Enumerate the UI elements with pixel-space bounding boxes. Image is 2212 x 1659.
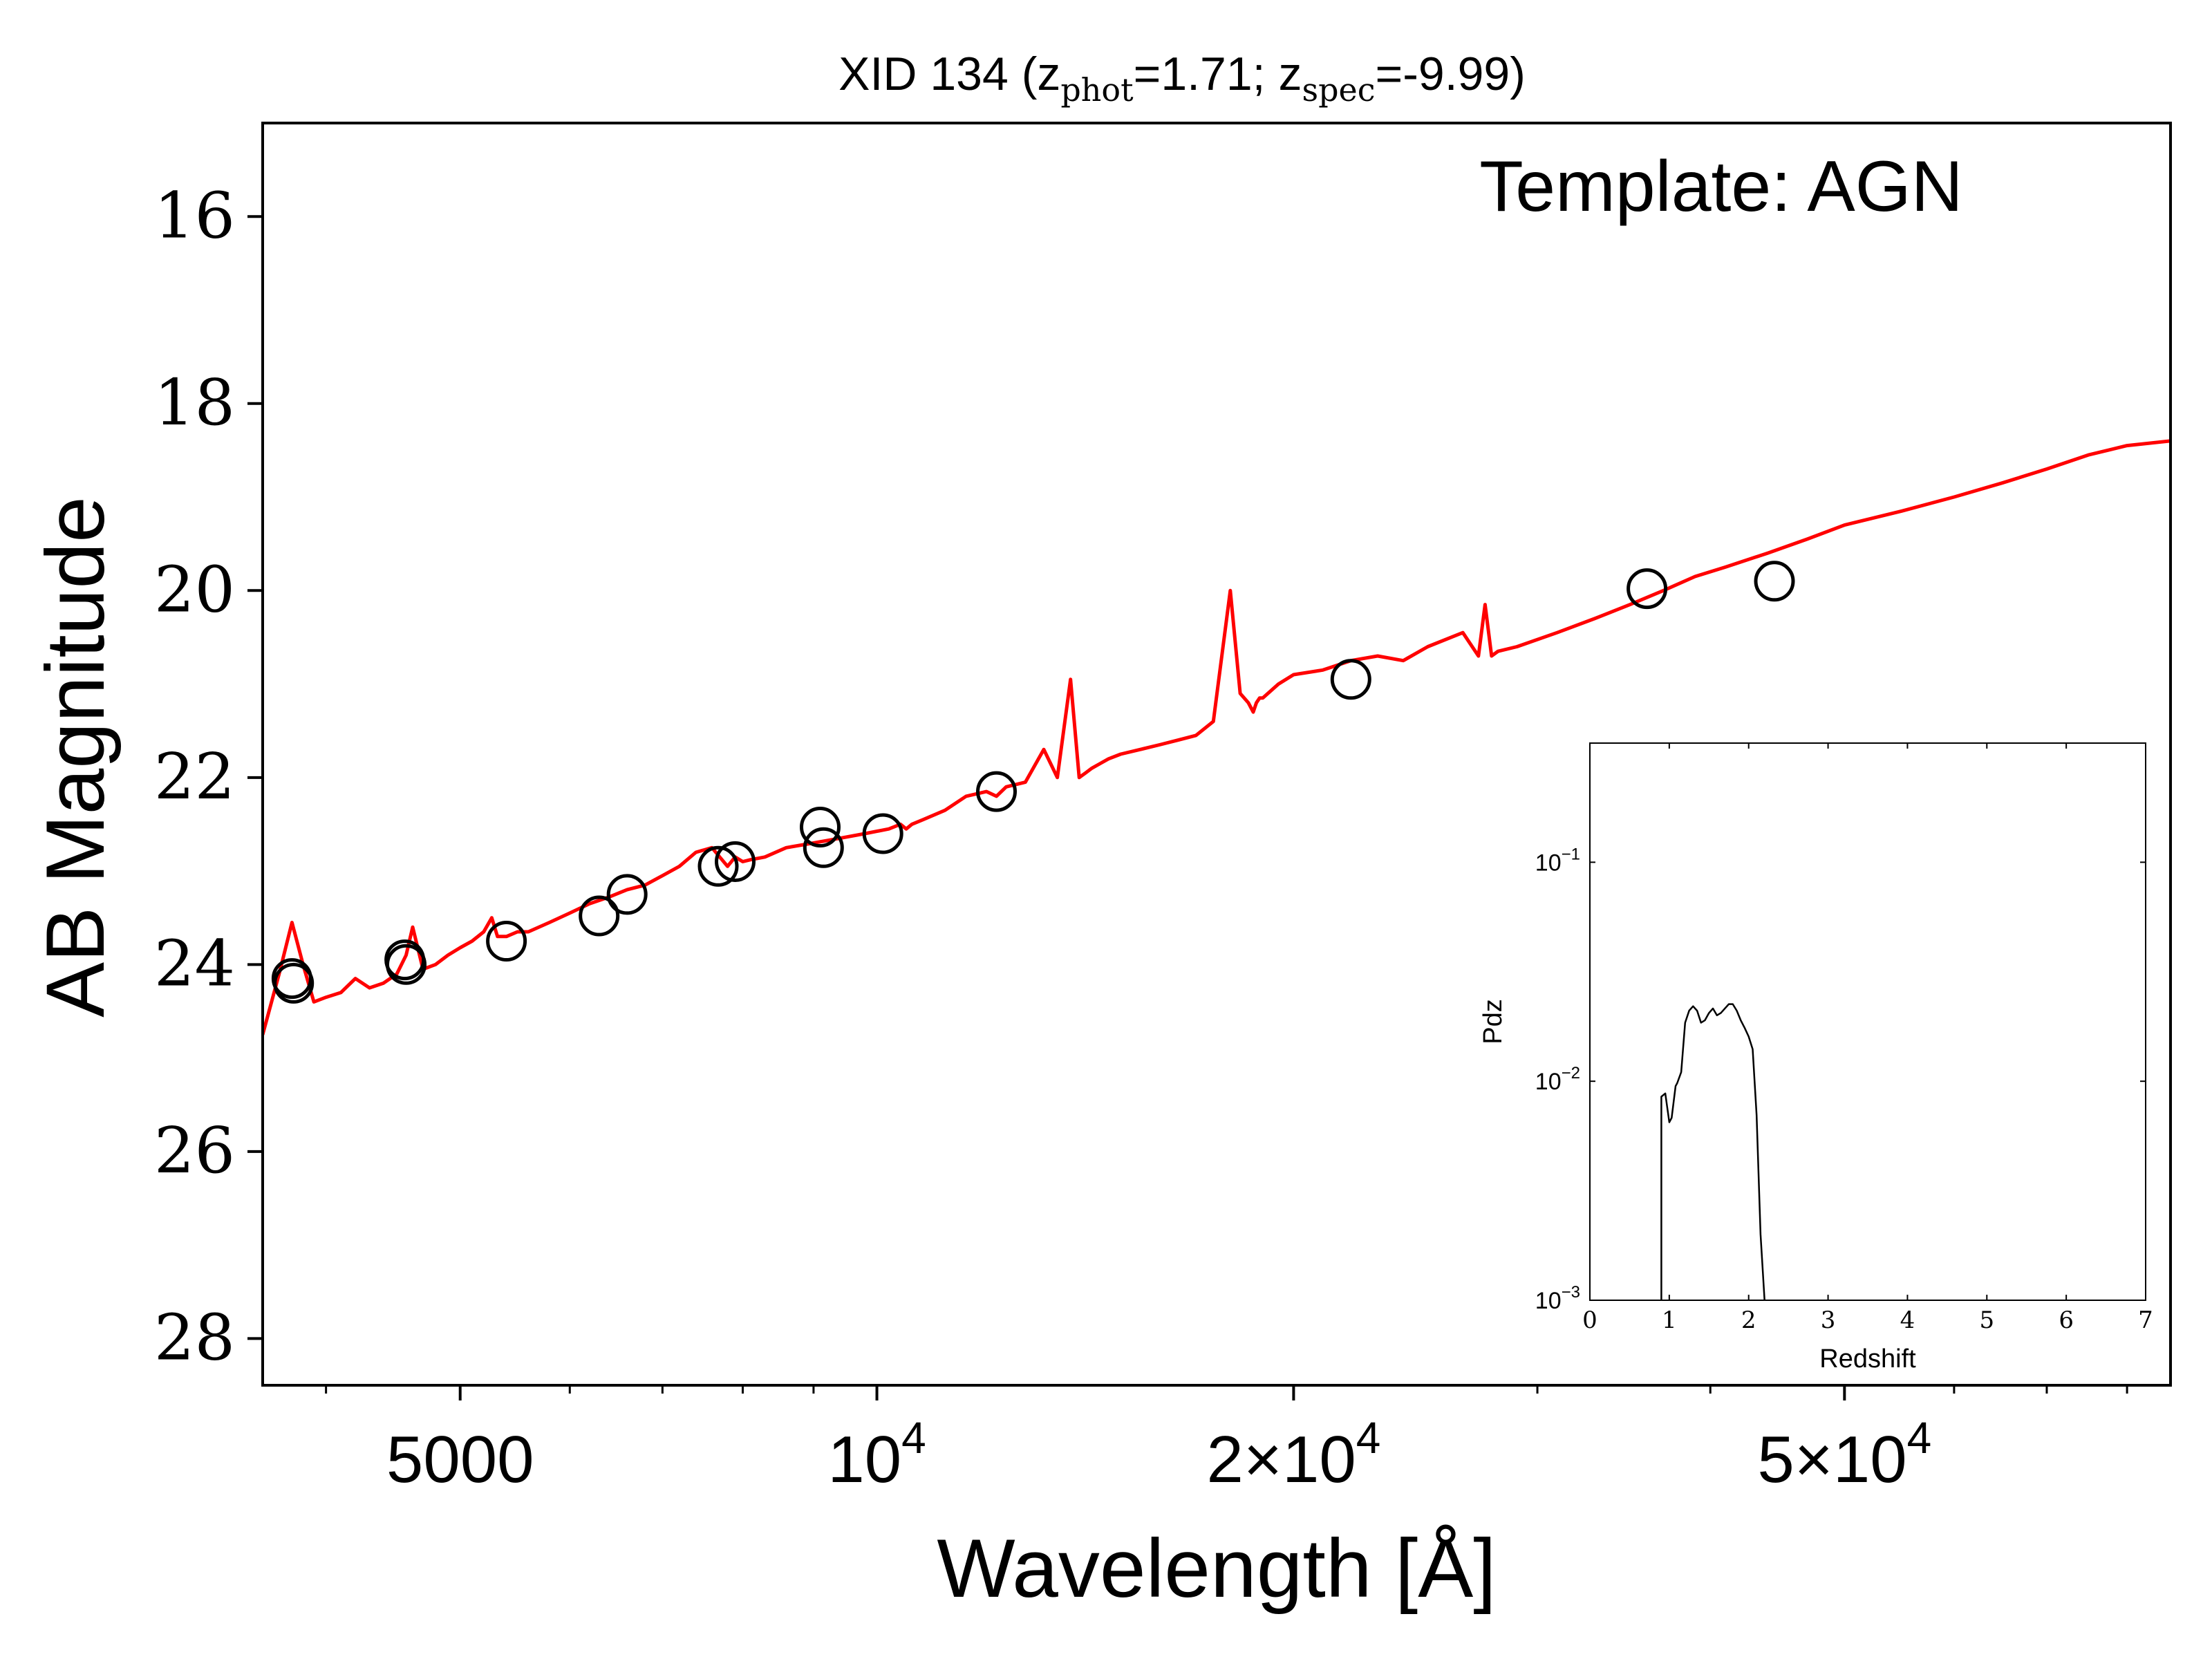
x-tick-label-0: 5000 [386,1423,534,1497]
inset-x-tick-label-4: 4 [1900,1306,1915,1334]
inset-x-tick-label-7: 7 [2138,1306,2153,1334]
inset-x-tick-label-3: 3 [1821,1306,1836,1334]
inset-x-tick-label-5: 5 [1979,1306,1994,1334]
photometry-points [271,561,1795,1004]
photometry-point-5 [579,895,620,937]
inset-x-ticks: 0 1 2 3 4 5 6 7 [1582,743,2153,1334]
photometry-point-1 [273,962,315,1004]
photometry-point-12 [976,771,1017,812]
photometry-point-3 [386,944,427,985]
y-axis-label: AB Magnitude [29,496,122,1018]
photometry-point-8 [715,841,756,882]
x-tick-label-1: 104 [827,1413,926,1497]
y-tick-label-0: 16 [154,178,235,252]
template-annotation: Template: AGN [1479,147,1962,227]
sed-model-line [263,439,2171,1035]
x-axis-label: Wavelength [Å] [937,1522,1496,1615]
photometry-point-11 [862,813,903,854]
photometry-point-10 [803,827,844,868]
y-axis-ticks: 16 18 20 22 24 26 28 [154,178,263,1374]
photometry-point-15 [1754,561,1795,602]
inset-background [1470,716,2168,1384]
chart-title: XID 134 (zphot=1.71; zspec=-9.99) [838,48,1526,109]
y-tick-label-2: 20 [154,552,235,626]
photometry-point-6 [606,874,648,915]
pdz-line [1660,1003,1765,1300]
inset-y-label: Pdz [1479,999,1508,1044]
y-tick-label-3: 22 [154,740,235,814]
inset-x-tick-label-6: 6 [2059,1306,2074,1334]
x-tick-label-2: 2×104 [1206,1413,1380,1497]
inset-frame [1589,742,2146,1301]
inset-x-tick-label-2: 2 [1741,1306,1756,1334]
photometry-point-9 [800,807,841,847]
y-tick-label-5: 26 [154,1114,235,1188]
inset-x-tick-label-0: 0 [1582,1306,1597,1334]
inset-y-tick-label-1: 10−2 [1535,1064,1580,1095]
photometry-point-7 [697,845,739,887]
photometry-point-4 [486,921,527,962]
y-tick-label-1: 18 [154,366,235,440]
inset-y-ticks: 10−1 10−2 10−3 [1535,845,2146,1314]
inset-x-label: Redshift [1819,1344,1916,1374]
photometry-point-14 [1627,568,1668,610]
main-plot-frame [261,122,2172,1387]
inset-x-tick-label-1: 1 [1662,1306,1677,1334]
inset-y-tick-label-0: 10−1 [1535,845,1580,876]
y-tick-label-4: 24 [154,926,235,1000]
x-tick-label-3: 5×104 [1757,1413,1931,1497]
inset-y-tick-label-2: 10−3 [1535,1283,1580,1314]
y-tick-label-6: 28 [154,1300,235,1374]
x-axis-ticks: 5000 104 2×104 5×104 [325,1385,2128,1497]
pdz-inset: 0 1 2 3 4 5 6 7 10−1 10−2 10−3 Redshift Pdz [1470,716,2168,1384]
photometry-point-13 [1330,659,1371,700]
